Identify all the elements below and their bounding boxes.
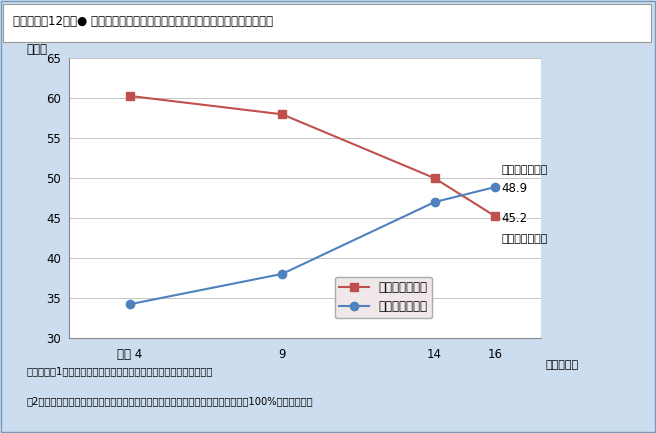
Text: 2．「賛成」，「反対」の他に「わからない」との回答があるため，合計しても100%にならない。: 2．「賛成」，「反対」の他に「わからない」との回答があるため，合計しても100%…: [26, 396, 313, 406]
Text: （調査年）: （調査年）: [546, 360, 579, 370]
FancyBboxPatch shape: [3, 3, 651, 42]
賛成（男女計）: [491, 214, 499, 219]
Text: 反対（男女計）: 反対（男女計）: [502, 165, 548, 175]
Legend: 賛成（男女計）, 反対（男女計）: 賛成（男女計）, 反対（男女計）: [335, 277, 432, 318]
Text: （備考）　1．内閣府「男女共同参画に関する世論調査」より作成。: （備考） 1．内閣府「男女共同参画に関する世論調査」より作成。: [26, 366, 213, 376]
賛成（男女計）: [278, 112, 286, 117]
反対（男女計）: [126, 302, 134, 307]
反対（男女計）: [278, 271, 286, 277]
Text: 第１－２－12図　● 夫は外で働き，妻は家庭を守るべきという考え方について: 第１－２－12図 ● 夫は外で働き，妻は家庭を守るべきという考え方について: [13, 15, 273, 28]
Text: 賛成（男女計）: 賛成（男女計）: [502, 234, 548, 244]
Line: 反対（男女計）: 反対（男女計）: [126, 183, 500, 308]
賛成（男女計）: [430, 175, 438, 181]
反対（男女計）: [491, 184, 499, 190]
Text: 48.9: 48.9: [502, 182, 527, 195]
Text: 45.2: 45.2: [502, 212, 527, 225]
反対（男女計）: [430, 200, 438, 205]
賛成（男女計）: [126, 94, 134, 99]
Line: 賛成（男女計）: 賛成（男女計）: [126, 92, 499, 220]
Text: （％）: （％）: [26, 43, 47, 56]
